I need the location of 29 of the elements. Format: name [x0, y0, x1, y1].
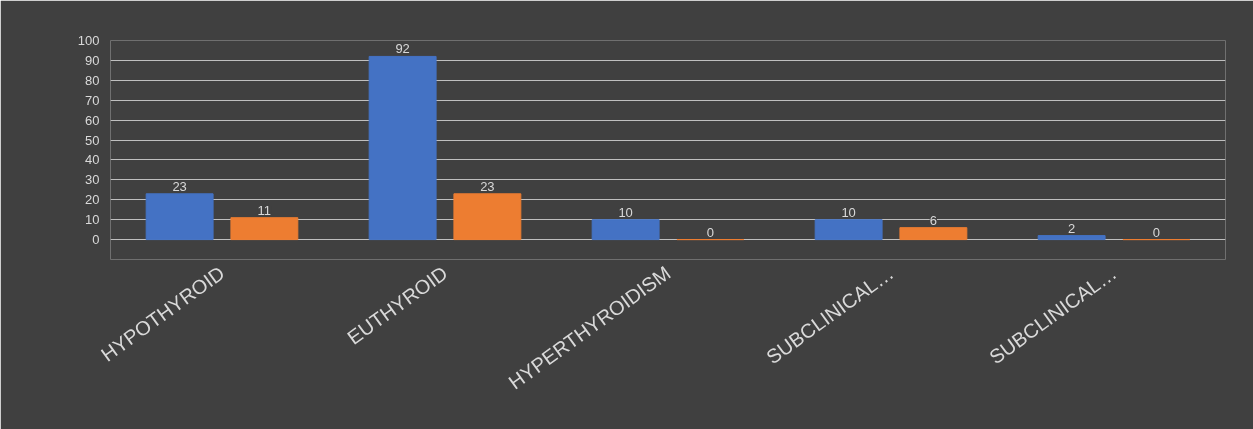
data-label: 23: [480, 178, 495, 194]
data-label: 0: [1152, 224, 1160, 240]
data-label: 10: [841, 204, 856, 220]
y-tick-label: 10: [85, 212, 100, 228]
data-label: 0: [706, 224, 714, 240]
y-tick-label: 80: [85, 72, 100, 88]
y-tick-label: 20: [85, 192, 100, 208]
bar: [453, 193, 522, 241]
data-label: 2: [1068, 220, 1076, 236]
bar: [368, 55, 437, 241]
bar: [1037, 235, 1106, 241]
y-tick-label: 100: [77, 33, 100, 48]
bar: [145, 193, 214, 241]
data-label: 23: [172, 178, 187, 194]
data-label: 11: [257, 202, 272, 218]
bar: [230, 217, 299, 241]
y-tick-label: 30: [85, 172, 100, 188]
y-tick-label: 60: [85, 112, 100, 128]
y-tick-label: 50: [85, 132, 100, 148]
data-label: 6: [929, 212, 937, 228]
bar: [899, 227, 968, 241]
bar: [591, 219, 660, 241]
bar: [814, 219, 883, 241]
y-tick-label: 70: [85, 92, 100, 108]
data-label: 10: [618, 204, 633, 220]
y-tick-label: 0: [92, 232, 100, 248]
y-tick-label: 90: [85, 52, 100, 68]
data-label: 92: [395, 41, 410, 57]
y-tick-label: 40: [85, 152, 100, 168]
